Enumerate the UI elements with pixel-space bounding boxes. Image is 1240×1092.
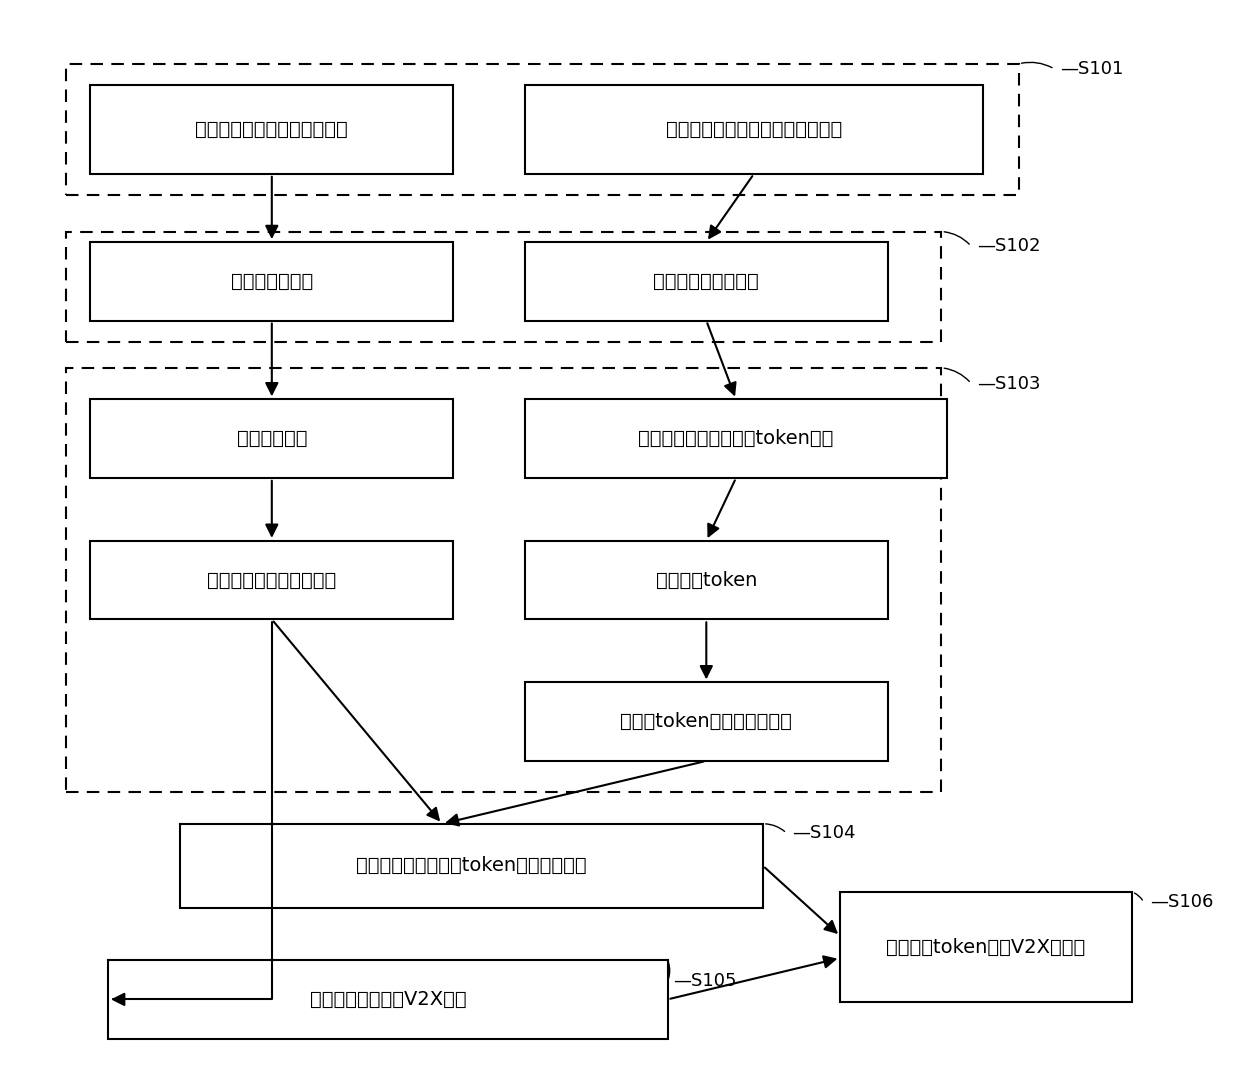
Text: 云端将token返回边、雾保存: 云端将token返回边、雾保存 (620, 712, 792, 731)
Text: 边、雾与运营商网络进行双向认证: 边、雾与运营商网络进行双向认证 (666, 120, 842, 139)
Text: —S104: —S104 (792, 824, 856, 842)
Text: 车辆上报行程: 车辆上报行程 (237, 429, 308, 448)
Text: —S103: —S103 (977, 375, 1040, 392)
Bar (67, 368, 941, 793)
Text: —S102: —S102 (977, 237, 1040, 256)
Bar (180, 823, 763, 907)
Bar (91, 541, 454, 619)
Bar (108, 960, 667, 1038)
Text: —S105: —S105 (673, 972, 737, 990)
Bar (525, 682, 888, 761)
Text: 车辆利用token验证V2X可信度: 车辆利用token验证V2X可信度 (887, 938, 1086, 957)
Text: 边、雾向云端发送生成token请求: 边、雾向云端发送生成token请求 (639, 429, 833, 448)
Text: 云端生成token: 云端生成token (656, 571, 756, 590)
Bar (91, 400, 454, 478)
Text: 端与运营商网络进行双向认证: 端与运营商网络进行双向认证 (196, 120, 348, 139)
Text: 端通过云端认证: 端通过云端认证 (231, 272, 312, 290)
Bar (91, 85, 454, 174)
Bar (525, 85, 983, 174)
Text: —S106: —S106 (1149, 893, 1213, 912)
Text: 云端与车辆协商行驶路径: 云端与车辆协商行驶路径 (207, 571, 336, 590)
Bar (67, 63, 1019, 194)
Bar (91, 242, 454, 321)
Bar (525, 242, 888, 321)
Bar (67, 232, 941, 342)
Bar (525, 541, 888, 619)
Text: 边、雾通过云端认证: 边、雾通过云端认证 (653, 272, 759, 290)
Text: 云端下发沿途边、雾token并由车辆保存: 云端下发沿途边、雾token并由车辆保存 (356, 856, 587, 875)
Text: 边、雾向车辆发送V2X信息: 边、雾向车辆发送V2X信息 (310, 990, 466, 1009)
Text: —S101: —S101 (1060, 60, 1123, 78)
Bar (841, 892, 1132, 1002)
Bar (525, 400, 947, 478)
